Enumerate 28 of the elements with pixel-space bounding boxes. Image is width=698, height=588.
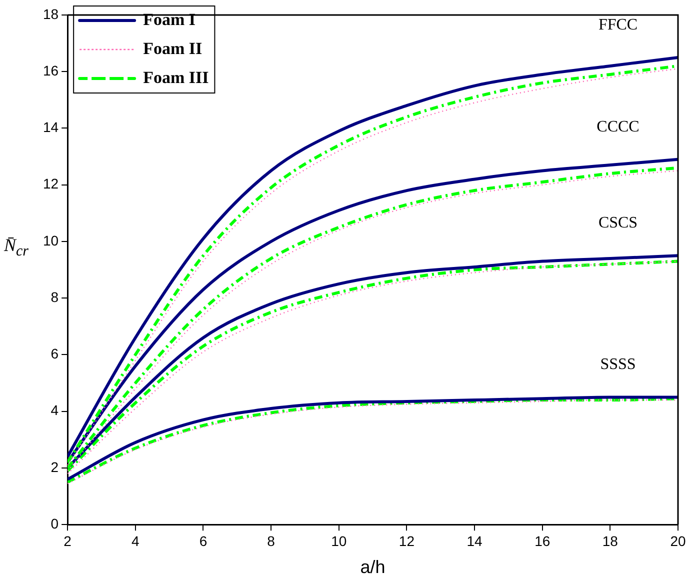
x-tick-label: 10 — [331, 532, 347, 549]
x-axis-title: a/h — [360, 557, 386, 578]
x-tick-label: 4 — [132, 532, 140, 549]
y-tick-label: 16 — [42, 62, 59, 78]
y-tick-label: 18 — [42, 6, 59, 22]
annotation: SSSS — [600, 356, 636, 374]
x-tick-label: 12 — [398, 532, 415, 549]
legend-label: Foam II — [143, 38, 202, 58]
x-tick-label: 20 — [670, 532, 686, 549]
y-axis-title: N̄$_{cr}$ — [4, 235, 29, 261]
x-tick-label: 2 — [64, 532, 72, 549]
y-tick-label: 0 — [50, 515, 59, 532]
y-tick-label: 14 — [42, 119, 59, 136]
x-tick-label: 8 — [267, 532, 276, 549]
x-tick-label: 18 — [602, 532, 618, 549]
y-tick-label: 12 — [42, 176, 59, 192]
x-tick-label: 6 — [199, 532, 208, 549]
legend-label: Foam III — [143, 68, 210, 87]
y-tick-label: 10 — [42, 232, 59, 248]
annotation: CSCS — [598, 214, 638, 232]
y-tick-label: 4 — [50, 402, 59, 418]
y-tick-label: 6 — [50, 346, 59, 362]
y-tick-label: 2 — [50, 458, 59, 475]
x-tick-label: 14 — [466, 532, 483, 549]
x-tick-label: 16 — [534, 532, 550, 549]
annotation: FFCC — [598, 16, 638, 34]
annotation: CCCC — [596, 118, 640, 136]
y-tick-label: 8 — [50, 288, 59, 305]
